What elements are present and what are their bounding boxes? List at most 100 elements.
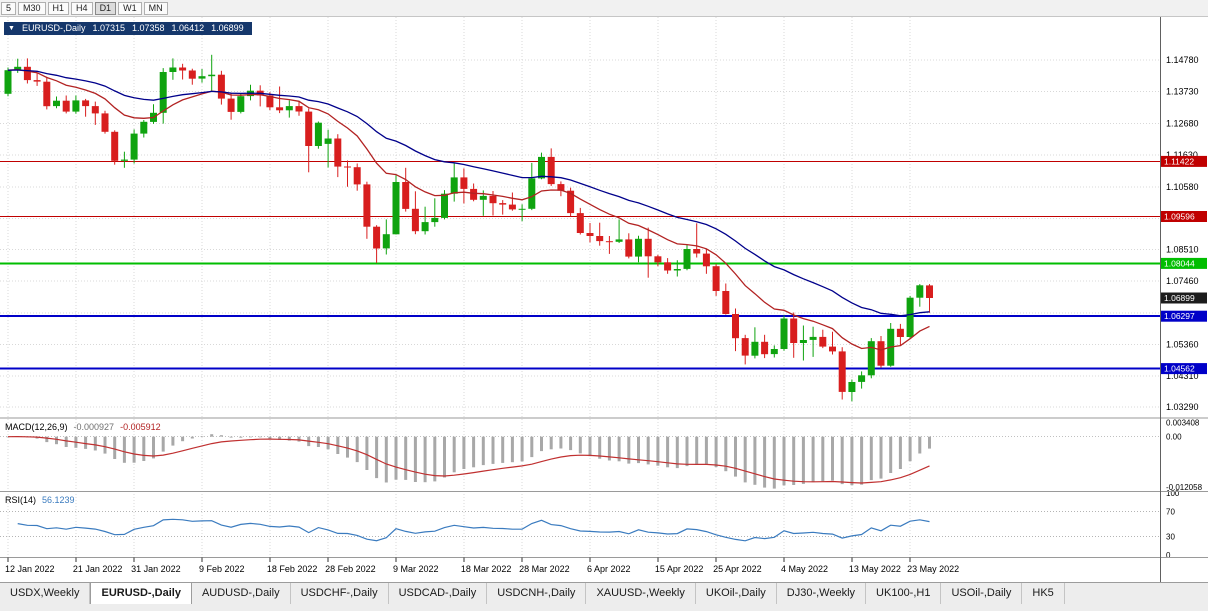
macd-histogram-bar <box>404 436 408 480</box>
chart-tab-dj30-weekly[interactable]: DJ30-,Weekly <box>777 583 867 604</box>
candle-body <box>838 351 846 392</box>
candle-body <box>605 241 613 243</box>
candle-body <box>72 100 80 112</box>
macd-histogram-bar <box>210 434 214 437</box>
candle-body <box>276 107 284 111</box>
macd-histogram-bar <box>181 436 185 442</box>
macd-histogram-bar <box>763 436 767 488</box>
candle-body <box>159 72 167 113</box>
candle-body <box>14 66 22 71</box>
chart-tab-eurusd-daily[interactable]: EURUSD-,Daily <box>90 583 192 604</box>
chart-tab-ukoil-daily[interactable]: UKOil-,Daily <box>696 583 777 604</box>
timeframe-button-w1[interactable]: W1 <box>118 1 142 15</box>
rsi-line <box>17 518 930 542</box>
macd-histogram-bar <box>268 436 272 439</box>
candle-body <box>654 256 662 263</box>
macd-histogram-bar <box>801 436 805 484</box>
candle-body <box>227 98 235 112</box>
candle-body <box>722 291 730 314</box>
macd-histogram-bar <box>695 436 699 465</box>
chart-dropdown-icon[interactable]: ▼ <box>8 25 15 32</box>
price-badge <box>1161 155 1207 167</box>
price-badge <box>1161 310 1207 322</box>
macd-histogram-bar <box>219 435 223 437</box>
macd-histogram-bar <box>578 436 582 454</box>
candle-body <box>111 131 119 161</box>
candle-body <box>179 67 187 71</box>
date-axis-label: 25 Apr 2022 <box>713 564 762 574</box>
macd-histogram-bar <box>559 436 563 449</box>
candle-body <box>741 338 749 356</box>
price-badge <box>1161 211 1207 222</box>
candle-body <box>702 253 710 267</box>
price-axis-label: 1.03290 <box>1166 402 1199 412</box>
chart-tab-usdchf-daily[interactable]: USDCHF-,Daily <box>291 583 389 604</box>
candle-body <box>450 177 458 194</box>
chart-tab-uk100-h1[interactable]: UK100-,H1 <box>866 583 942 604</box>
chart-tab-usdcad-daily[interactable]: USDCAD-,Daily <box>389 583 488 604</box>
chart-tab-usdx-weekly[interactable]: USDX,Weekly <box>0 583 91 604</box>
macd-histogram-bar <box>675 436 679 469</box>
macd-histogram-bar <box>811 436 815 483</box>
macd-histogram-bar <box>239 436 243 438</box>
date-axis-label: 31 Jan 2022 <box>131 564 181 574</box>
candle-body <box>43 81 51 107</box>
price-chart[interactable]: 1.14780 1.13730 1.12680 1.11630 1.10580 1.085… <box>0 17 1208 582</box>
candle-body <box>91 106 99 114</box>
candle-body <box>120 159 128 161</box>
timeframe-button-m30[interactable]: M30 <box>18 1 46 15</box>
timeframe-button-5[interactable]: 5 <box>1 1 17 15</box>
chart-tab-usdcnh-daily[interactable]: USDCNH-,Daily <box>487 583 587 604</box>
macd-histogram-bar <box>588 436 592 457</box>
macd-histogram-bar <box>433 436 437 482</box>
macd-histogram-bar <box>850 436 854 486</box>
candle-body <box>33 80 41 82</box>
chart-tab-audusd-daily[interactable]: AUDUSD-,Daily <box>192 583 291 604</box>
macd-histogram-bar <box>869 436 873 481</box>
macd-histogram-bar <box>365 436 369 470</box>
macd-histogram-bar <box>200 436 204 437</box>
candle-body <box>664 262 672 271</box>
price-badge <box>1161 363 1207 375</box>
chart-area[interactable]: 1.14780 1.13730 1.12680 1.11630 1.10580 1.085… <box>0 17 1208 582</box>
macd-histogram-bar <box>103 436 107 454</box>
candle-body <box>819 336 827 347</box>
chart-tab-xauusd-weekly[interactable]: XAUUSD-,Weekly <box>586 583 696 604</box>
timeframe-button-mn[interactable]: MN <box>143 1 168 15</box>
candle-body <box>62 100 70 112</box>
macd-axis-label: -0.012058 <box>1166 483 1203 492</box>
macd-histogram-bar <box>510 436 514 463</box>
candle-body <box>829 346 836 352</box>
status-bar <box>0 604 1208 611</box>
timeframe-button-h1[interactable]: H1 <box>47 1 70 15</box>
candle-body <box>217 74 225 99</box>
candle-body <box>470 188 478 200</box>
macd-histogram-bar <box>122 436 126 463</box>
timeframe-button-h4[interactable]: H4 <box>71 1 93 15</box>
candle-body <box>683 249 691 269</box>
price-axis-label: 1.14780 <box>1166 55 1199 65</box>
macd-histogram-bar <box>549 436 553 450</box>
candle-body <box>576 213 584 233</box>
price-badge <box>1161 257 1207 269</box>
timeframe-button-d1[interactable]: D1 <box>94 1 117 15</box>
candle-body <box>305 111 313 146</box>
ma-fast-line <box>7 69 930 351</box>
candle-body <box>625 239 633 257</box>
macd-histogram-bar <box>530 436 534 458</box>
price-badge-label: 1.09596 <box>1164 212 1195 222</box>
candle-body <box>4 70 12 94</box>
price-axis-label: 1.10580 <box>1166 182 1199 192</box>
macd-histogram-bar <box>346 436 349 458</box>
macd-signal-line <box>7 435 930 484</box>
chart-tab-hk5[interactable]: HK5 <box>1022 583 1065 604</box>
date-axis-label: 6 Apr 2022 <box>587 564 631 574</box>
macd-histogram-bar <box>831 436 834 481</box>
candle-body <box>344 166 351 168</box>
macd-histogram-bar <box>821 436 825 482</box>
macd-histogram-bar <box>772 436 776 489</box>
date-axis-label: 28 Feb 2022 <box>325 564 376 574</box>
chart-tab-usoil-daily[interactable]: USOil-,Daily <box>941 583 1023 604</box>
macd-histogram-bar <box>278 436 282 440</box>
